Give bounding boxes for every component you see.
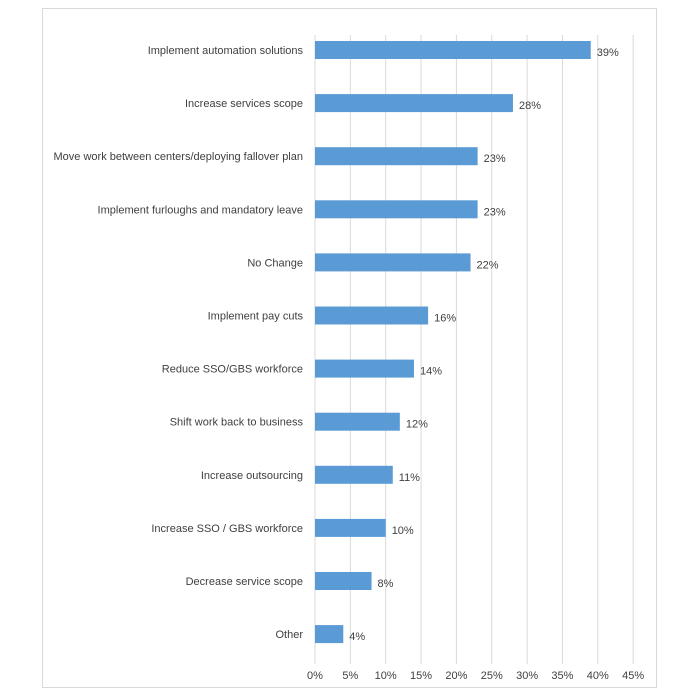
category-label: No Change <box>247 257 303 269</box>
category-label: Increase SSO / GBS workforce <box>151 523 303 535</box>
category-label: Implement automation solutions <box>148 45 304 57</box>
bar <box>315 359 414 378</box>
x-tick-label: 25% <box>481 670 503 682</box>
x-tick-label: 10% <box>375 670 397 682</box>
x-tick-label: 20% <box>445 670 467 682</box>
category-label: Implement pay cuts <box>208 311 304 323</box>
gridlines <box>314 35 634 664</box>
data-label: 28% <box>519 100 541 112</box>
data-label: 14% <box>420 366 442 378</box>
x-axis-ticks: 0% 5% 10% 15% 20% 25% 30% 35% 40% 45% <box>307 670 644 682</box>
bar <box>315 625 344 644</box>
data-label: 16% <box>434 313 456 325</box>
bar <box>315 412 400 431</box>
data-label: 4% <box>349 631 365 643</box>
bars <box>315 41 591 644</box>
category-label: Increase outsourcing <box>201 470 303 482</box>
chart-frame: Implement automation solutions Increase s… <box>42 8 657 688</box>
category-label: Implement furloughs and mandatory leave <box>98 204 303 216</box>
bar <box>315 518 386 537</box>
category-label: Other <box>275 629 303 641</box>
data-label: 39% <box>597 47 619 59</box>
data-label: 23% <box>484 153 506 165</box>
x-tick-label: 45% <box>622 670 644 682</box>
category-label: Shift work back to business <box>170 417 304 429</box>
data-label: 8% <box>378 578 394 590</box>
x-tick-label: 15% <box>410 670 432 682</box>
x-tick-label: 40% <box>587 670 609 682</box>
bar <box>315 465 393 484</box>
bar <box>315 200 478 219</box>
bar <box>315 306 429 325</box>
bar <box>315 572 372 590</box>
data-label: 10% <box>392 525 414 537</box>
data-label: 11% <box>399 472 420 484</box>
bar <box>315 147 478 166</box>
bar <box>315 253 471 272</box>
data-label: 23% <box>484 206 506 218</box>
x-tick-label: 0% <box>307 670 323 682</box>
category-label: Increase services scope <box>185 98 303 110</box>
x-tick-label: 5% <box>342 670 358 682</box>
data-labels: 39% 28% 23% 23% 22% 16% 14% 12% 11% 10% 8% 4% <box>349 47 619 643</box>
bar-chart: Implement automation solutions Increase s… <box>54 35 644 682</box>
data-label: 12% <box>406 419 428 431</box>
category-label: Decrease service scope <box>186 576 303 588</box>
category-label: Reduce SSO/GBS workforce <box>162 364 303 376</box>
category-labels: Implement automation solutions Increase s… <box>54 45 304 641</box>
category-label: Move work between centers/deploying fall… <box>54 151 303 163</box>
bar <box>315 41 591 59</box>
bar <box>315 94 513 113</box>
data-label: 22% <box>477 259 499 271</box>
x-tick-label: 35% <box>551 670 573 682</box>
x-tick-label: 30% <box>516 670 538 682</box>
